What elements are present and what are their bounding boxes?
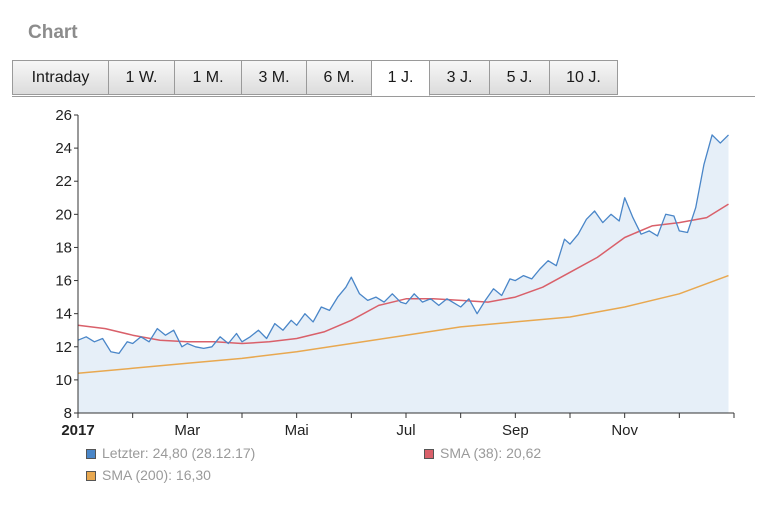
sma-38-line [77, 203, 729, 345]
price-area-fill [78, 134, 729, 413]
legend-sma200-label: SMA (200): 16,30 [102, 467, 211, 483]
legend-last-swatch [86, 449, 96, 459]
y-tick-label: 22 [55, 173, 72, 190]
legend-sma38-swatch [424, 449, 434, 459]
legend-last-label: Letzter: 24,80 (28.12.17) [102, 445, 256, 461]
tab-3-years[interactable]: 3 J. [429, 60, 490, 95]
sma-200-line [77, 274, 729, 375]
tab-3-months[interactable]: 3 M. [241, 60, 307, 95]
tab-1-year[interactable]: 1 J. [371, 60, 430, 96]
y-tick-label: 10 [55, 372, 72, 389]
x-tick-label: Nov [611, 422, 638, 439]
price-line [77, 134, 729, 355]
y-tick-label: 14 [55, 306, 72, 323]
legend-sma200-swatch [86, 471, 96, 481]
legend-sma38-label: SMA (38): 20,62 [440, 445, 542, 461]
y-tick-label: 18 [55, 239, 72, 256]
tab-6-months[interactable]: 6 M. [306, 60, 372, 95]
legend-sma-38: SMA (38): 20,62 [424, 444, 541, 462]
x-tick-label: Sep [502, 422, 529, 439]
y-tick-label: 24 [55, 140, 72, 157]
legend-last-price: Letzter: 24,80 (28.12.17) [86, 444, 255, 462]
x-tick-label: Mar [174, 422, 200, 439]
x-tick-label: Mai [285, 422, 309, 439]
x-tick-label: 2017 [61, 422, 94, 439]
y-tick-label: 26 [55, 107, 72, 124]
tab-5-years[interactable]: 5 J. [489, 60, 550, 95]
tab-10-years[interactable]: 10 J. [549, 60, 618, 95]
timeframe-tabs: Intraday 1 W. 1 M. 3 M. 6 M. 1 J. 3 J. 5… [12, 60, 755, 97]
legend-sma-200: SMA (200): 16,30 [86, 466, 211, 484]
y-tick-label: 16 [55, 273, 72, 290]
x-tick-label: Jul [396, 422, 415, 439]
tab-intraday[interactable]: Intraday [12, 60, 109, 95]
y-tick-label: 20 [55, 206, 72, 223]
y-tick-label: 12 [55, 339, 72, 356]
tab-1-week[interactable]: 1 W. [108, 60, 175, 95]
y-tick-label: 8 [64, 405, 72, 422]
chart-heading: Chart [28, 22, 78, 43]
